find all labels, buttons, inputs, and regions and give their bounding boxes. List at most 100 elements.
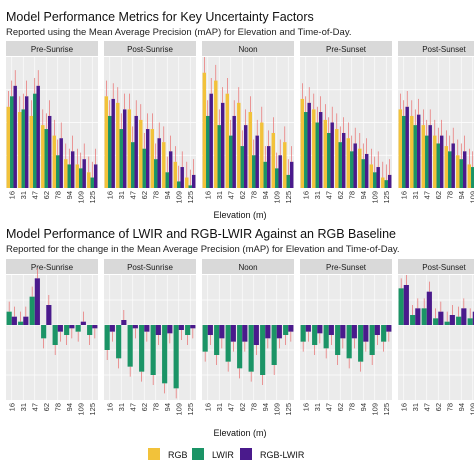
chart2-strip-post-sunrise: [104, 259, 196, 274]
chart2-bar-lwir-noon-125: [283, 325, 289, 335]
chart2-tick-pre-sunrise-16: 16: [7, 403, 16, 411]
chart1-bar-lwir-post-sunrise-78: [154, 159, 158, 188]
chart2-tick-post-sunrise-94: 94: [163, 403, 172, 411]
chart1-tick-noon-78: 78: [249, 191, 258, 199]
chart2-strip-pre-sunset: [300, 259, 392, 274]
chart1-strip-noon: [202, 41, 294, 56]
chart1-bar-rgb-pre-sunset-94: [358, 148, 362, 188]
chart2-bar-lwir-pre-sunset-78: [346, 325, 352, 359]
chart1-tick-pre-sunset-47: 47: [324, 191, 333, 199]
chart1-bar-lwir-noon-109: [275, 168, 279, 188]
chart2-bar-lwir-post-sunrise-31: [116, 325, 122, 359]
chart1-tick-pre-sunrise-109: 109: [76, 191, 85, 204]
chart1-bar-rgb-noon-47: [225, 93, 230, 188]
chart1-bar-rgb-post-sunset-109: [467, 164, 472, 188]
chart2-bar-lwir-noon-47: [225, 325, 231, 362]
chart1-bar-lwir-pre-sunset-78: [350, 151, 354, 188]
chart1-tick-post-sunrise-16: 16: [105, 191, 114, 199]
chart1-tick-post-sunset-62: 62: [434, 191, 443, 199]
chart1-tick-post-sunset-78: 78: [445, 191, 454, 199]
chart1-tick-pre-sunset-94: 94: [359, 191, 368, 199]
chart1-tick-pre-sunrise-125: 125: [88, 191, 97, 204]
chart2-tick-noon-62: 62: [238, 403, 247, 411]
legend: RGB LWIR RGB-LWIR: [148, 448, 305, 460]
chart1-bar-rgb-pre-sunrise-94: [64, 159, 68, 188]
chart1-bar-rgb-lwir-pre-sunset-62: [341, 132, 346, 188]
chart1-bar-rgb-pre-sunset-109: [369, 164, 374, 188]
chart2-bar-rgb-lwir-pre-sunset-78: [351, 325, 357, 339]
chart1-bar-lwir-post-sunrise-47: [131, 142, 135, 188]
chart1-bar-rgb-lwir-post-sunrise-62: [145, 129, 150, 188]
chart1-bar-rgb-pre-sunset-16: [300, 98, 305, 188]
chart2-bar-lwir-pre-sunrise-94: [64, 325, 70, 335]
chart1-bar-lwir-pre-sunset-94: [361, 159, 365, 188]
chart1-bar-lwir-pre-sunrise-78: [56, 155, 60, 188]
chart1-strip-label-post-sunrise: Post-Sunrise: [127, 45, 173, 54]
chart1-bar-rgb-pre-sunset-47: [323, 119, 328, 188]
chart2-tick-pre-sunset-62: 62: [336, 403, 345, 411]
chart2-tick-pre-sunrise-109: 109: [76, 403, 85, 416]
chart1-bar-lwir-pre-sunset-109: [373, 172, 377, 188]
chart2-bar-lwir-pre-sunrise-62: [41, 325, 47, 339]
chart2-bar-lwir-post-sunset-16: [398, 288, 404, 325]
chart2-bar-rgb-lwir-noon-16: [207, 325, 213, 335]
chart1-bar-rgb-lwir-post-sunrise-78: [157, 138, 161, 188]
chart2-title: Model Performance of LWIR and RGB-LWIR A…: [6, 227, 396, 241]
chart1-bar-rgb-lwir-post-sunrise-109: [180, 167, 184, 188]
chart2-bar-rgb-lwir-post-sunset-47: [426, 291, 432, 325]
chart1-bar-rgb-pre-sunrise-125: [87, 172, 91, 188]
chart1-bar-lwir-noon-125: [286, 174, 290, 188]
chart2-bar-lwir-pre-sunset-109: [369, 325, 375, 355]
chart1-bar-rgb-lwir-post-sunrise-125: [191, 174, 196, 188]
chart2-bar-rgb-lwir-pre-sunset-47: [328, 325, 334, 335]
chart2-bar-rgb-lwir-pre-sunrise-94: [69, 325, 75, 329]
chart1-tick-pre-sunrise-47: 47: [30, 191, 39, 199]
chart1-bar-rgb-noon-94: [260, 122, 264, 188]
chart2-tick-pre-sunset-109: 109: [370, 403, 379, 416]
chart1-tick-post-sunset-109: 109: [468, 191, 474, 204]
chart1-bar-lwir-pre-sunrise-62: [44, 129, 48, 188]
chart1-strip-pre-sunrise: [6, 41, 98, 56]
chart2-bar-rgb-lwir-noon-109: [276, 325, 282, 339]
chart2-bar-lwir-post-sunrise-109: [173, 325, 179, 389]
legend-swatch-rgb: [148, 448, 160, 460]
chart2-bar-rgb-lwir-post-sunrise-31: [121, 320, 127, 325]
chart1-bar-lwir-noon-78: [252, 155, 256, 188]
chart1-bar-rgb-lwir-pre-sunrise-94: [70, 151, 75, 188]
chart2-bar-lwir-post-sunset-109: [467, 318, 473, 325]
chart2-bar-lwir-post-sunrise-16: [104, 325, 110, 350]
chart1-bar-lwir-pre-sunset-16: [304, 112, 308, 188]
chart1-tick-pre-sunset-125: 125: [382, 191, 391, 204]
chart1-strip-label-noon: Noon: [238, 45, 257, 54]
chart2-tick-pre-sunrise-62: 62: [42, 403, 51, 411]
chart2-bar-rgb-lwir-pre-sunset-125: [386, 325, 392, 332]
chart2-bar-lwir-post-sunrise-62: [139, 325, 145, 372]
chart1-bar-rgb-post-sunset-94: [456, 155, 460, 188]
chart1-tick-pre-sunrise-16: 16: [7, 191, 16, 199]
chart2-bar-lwir-pre-sunrise-78: [52, 325, 58, 345]
chart1-title: Model Performance Metrics for Key Uncert…: [6, 10, 314, 24]
legend-label-rgb-lwir: RGB-LWIR: [260, 450, 305, 460]
chart1-bar-rgb-post-sunrise-47: [127, 109, 132, 188]
chart2-bar-lwir-pre-sunrise-31: [18, 321, 24, 325]
chart2-tick-post-sunset-109: 109: [468, 403, 474, 416]
chart2-bar-rgb-lwir-noon-47: [230, 325, 236, 342]
chart2-strip-label-noon: Noon: [238, 263, 257, 272]
chart2-tick-pre-sunset-31: 31: [313, 403, 322, 411]
chart1-tick-noon-109: 109: [272, 191, 281, 204]
chart1-tick-pre-sunset-62: 62: [336, 191, 345, 199]
chart1-bar-rgb-post-sunrise-62: [139, 119, 143, 188]
chart1-bar-lwir-noon-94: [263, 161, 267, 188]
chart1-bar-lwir-noon-31: [217, 125, 221, 188]
chart2-bar-lwir-pre-sunset-31: [312, 325, 318, 345]
chart2-bar-rgb-lwir-post-sunset-16: [403, 285, 409, 325]
chart1-bar-lwir-pre-sunrise-16: [10, 96, 14, 188]
chart1-bar-rgb-lwir-pre-sunrise-125: [93, 164, 98, 188]
chart2-bar-rgb-lwir-pre-sunset-31: [317, 325, 323, 334]
chart1-bar-rgb-lwir-pre-sunrise-78: [59, 138, 63, 188]
chart2-bar-rgb-lwir-pre-sunset-62: [340, 325, 346, 339]
chart1-bar-rgb-pre-sunset-62: [335, 129, 339, 188]
legend-swatch-lwir: [192, 448, 204, 460]
